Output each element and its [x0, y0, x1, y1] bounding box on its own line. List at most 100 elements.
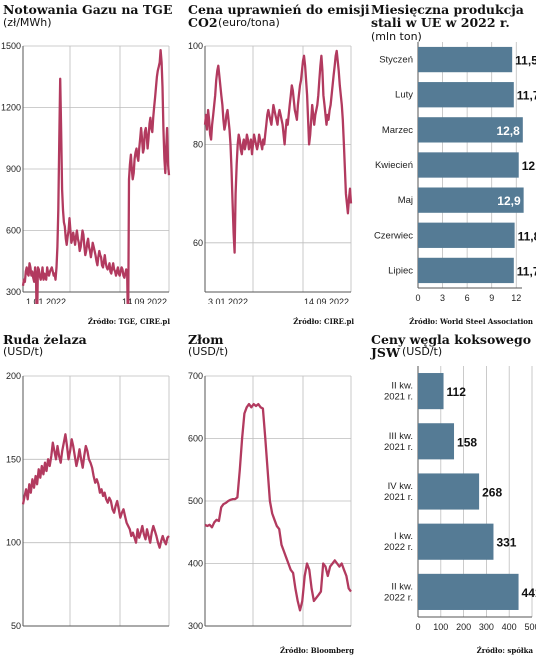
bar-value-label: 112 — [447, 385, 467, 399]
category-label: Lipiec — [388, 265, 413, 276]
category-label: Styczeń — [379, 55, 413, 66]
bar-value-label: 331 — [496, 536, 516, 550]
y-tick-label: 600 — [188, 434, 203, 444]
x-tick-label: 6 — [465, 293, 470, 303]
bar-value-label: 12,3 — [522, 159, 536, 173]
co2-chart-title: Cena uprawnień do emisji CO2 — [188, 2, 370, 30]
category-label: Kwiecień — [375, 160, 413, 171]
x-tick-label: 300 — [479, 622, 494, 632]
y-tick-label: 100 — [6, 538, 21, 548]
y-tick-label: 900 — [6, 164, 21, 174]
bar-value-label: 12,9 — [497, 194, 521, 208]
ore-chart-subtitle: (USD/t) — [3, 345, 44, 358]
x-tick-label: 500 — [524, 622, 536, 632]
coal-chart-title: Ceny węgla koksowego JSW — [371, 332, 532, 360]
bar — [418, 187, 524, 213]
category-label: Czerwiec — [374, 230, 413, 241]
x-tick-label: 400 — [502, 622, 517, 632]
y-tick-label: 60 — [193, 238, 203, 248]
category-label: Maj — [398, 195, 413, 206]
x-tick-label: 0 — [415, 622, 420, 632]
category-label: Marzec — [382, 125, 413, 136]
bar-value-label: 11,5 — [515, 54, 536, 68]
bar — [418, 423, 455, 460]
y-tick-label: 400 — [188, 559, 203, 569]
x-tick-label: 200 — [456, 622, 471, 632]
bar — [418, 46, 513, 73]
y-tick-label: 200 — [6, 371, 21, 381]
category-label: 2022 r. — [384, 592, 413, 603]
bar — [418, 473, 480, 510]
co2-price-chart: 60 80 100 3.01.2022 14.09.2022 — [188, 41, 353, 304]
x-tick-label: 3.01.2022 — [208, 297, 248, 304]
gas-chart-subtitle: (zł/MWh) — [3, 16, 52, 29]
bar — [418, 222, 515, 248]
gas-chart-title: Notowania Gazu na TGE — [3, 2, 173, 17]
y-tick-label: 600 — [6, 226, 21, 236]
y-tick-label: 300 — [6, 287, 21, 297]
x-tick-label: 1.01.2022 — [26, 297, 66, 304]
y-tick-label: 700 — [188, 371, 203, 381]
category-label: 2021 r. — [384, 442, 413, 453]
y-tick-label: 100 — [188, 41, 203, 51]
bar — [418, 117, 523, 143]
iron-ore-price-chart: 50 100 150 200 — [6, 371, 170, 631]
bar — [418, 523, 494, 560]
bar-value-label: 11,7 — [517, 264, 536, 278]
bar-value-label: 158 — [457, 435, 477, 449]
category-label: II kw. — [391, 381, 413, 392]
x-tick-label: 14.09.2022 — [304, 297, 349, 304]
series-line — [21, 433, 170, 549]
category-label: II kw. — [391, 581, 413, 592]
x-tick-label: 3 — [440, 293, 445, 303]
steel-chart-source: Źródło: World Steel Association — [409, 317, 533, 326]
series-line — [204, 402, 352, 612]
bar — [418, 573, 519, 610]
scrap-chart-title: Złom — [188, 332, 224, 347]
category-label: 2022 r. — [384, 542, 413, 553]
y-tick-label: 300 — [188, 621, 203, 631]
y-tick-label: 80 — [193, 139, 203, 149]
series-line — [203, 49, 353, 254]
x-tick-label: 12 — [511, 293, 521, 303]
y-tick-label: 500 — [188, 496, 203, 506]
y-tick-label: 50 — [11, 621, 21, 631]
category-label: I kw. — [394, 531, 413, 542]
steel-chart-title: Miesięczna produkcja stali w UE w 2022 r… — [371, 2, 524, 30]
bar-value-label: 11,8 — [518, 229, 536, 243]
steel-chart-subtitle: (mln ton) — [371, 30, 422, 43]
bar-value-label: 11,7 — [517, 89, 536, 103]
category-label: Luty — [395, 90, 413, 101]
co2-chart-source: Źródło: CIRE.pl — [293, 317, 354, 326]
gas-price-chart: 300 600 900 1200 1500 1.01.2022 14.09.2022 — [1, 41, 171, 304]
category-label: 2021 r. — [384, 492, 413, 503]
category-label: IV kw. — [388, 481, 413, 492]
bar — [418, 152, 519, 178]
y-tick-label: 1200 — [1, 103, 21, 113]
gas-chart-source: Źródło: TGE, CIRE.pl — [87, 317, 170, 326]
co2-chart-title-unit: (euro/tona) — [218, 16, 280, 29]
bar-value-label: 268 — [482, 486, 502, 500]
category-label: 2021 r. — [384, 392, 413, 403]
scrap-price-chart: 300 400 500 600 700 — [188, 371, 352, 631]
bar — [418, 257, 514, 284]
x-tick-label: 9 — [489, 293, 494, 303]
coal-chart-title-unit: (USD/t) — [402, 345, 443, 358]
x-tick-label: 14.09.2022 — [122, 297, 167, 304]
bar-value-label: 441 — [522, 586, 536, 600]
series-line — [21, 48, 171, 304]
bar — [418, 373, 444, 410]
scrap-chart-subtitle: (USD/t) — [188, 345, 229, 358]
y-tick-label: 150 — [6, 454, 21, 464]
bar — [418, 82, 514, 108]
y-tick-label: 1500 — [1, 41, 21, 51]
ore-chart-title: Ruda żelaza — [3, 332, 87, 347]
coal-chart-source: Źródło: spółka — [476, 646, 533, 655]
x-tick-label: 100 — [433, 622, 448, 632]
category-label: III kw. — [389, 431, 413, 442]
x-tick-label: 0 — [415, 293, 420, 303]
steel-production-chart: 0 3 6 9 12 Styczeń 11,5 Luty 11,7 Marzec 12,8 Kwiec… — [374, 42, 536, 303]
scrap-chart-source: Źródło: Bloomberg — [280, 646, 354, 655]
bar-value-label: 12,8 — [496, 124, 520, 138]
